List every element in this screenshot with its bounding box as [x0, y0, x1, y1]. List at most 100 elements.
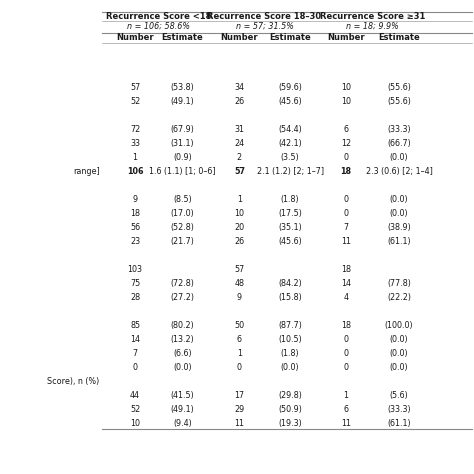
Text: 10: 10 [130, 419, 140, 428]
Text: 0: 0 [344, 349, 348, 357]
Text: (49.1): (49.1) [171, 97, 194, 106]
Text: (19.3): (19.3) [278, 419, 302, 428]
Text: 7: 7 [344, 223, 348, 232]
Text: 24: 24 [234, 139, 245, 148]
Text: n = 18; 9.9%: n = 18; 9.9% [346, 22, 399, 30]
Text: 20: 20 [234, 223, 245, 232]
Text: (55.6): (55.6) [387, 83, 411, 92]
Text: (35.1): (35.1) [278, 223, 302, 232]
Text: 50: 50 [234, 321, 245, 329]
Text: 31: 31 [234, 125, 245, 134]
Text: (22.2): (22.2) [387, 293, 411, 301]
Text: (100.0): (100.0) [385, 321, 413, 329]
Text: (50.9): (50.9) [278, 405, 302, 413]
Text: (61.1): (61.1) [387, 237, 411, 246]
Text: 9: 9 [237, 293, 242, 301]
Text: 18: 18 [341, 321, 351, 329]
Text: (77.8): (77.8) [387, 279, 411, 288]
Text: 26: 26 [234, 237, 245, 246]
Text: Recurrence Score 18–30: Recurrence Score 18–30 [208, 12, 321, 21]
Text: (59.6): (59.6) [278, 83, 302, 92]
Text: 57: 57 [234, 167, 245, 176]
Text: 6: 6 [237, 335, 242, 344]
Text: (0.0): (0.0) [390, 349, 409, 357]
Text: (80.2): (80.2) [171, 321, 194, 329]
Text: 57: 57 [130, 83, 140, 92]
Text: Recurrence Score <18: Recurrence Score <18 [106, 12, 211, 21]
Text: (5.6): (5.6) [390, 391, 409, 400]
Text: (72.8): (72.8) [171, 279, 194, 288]
Text: 4: 4 [344, 293, 348, 301]
Text: 52: 52 [130, 97, 140, 106]
Text: 2.1 (1.2) [2; 1–7]: 2.1 (1.2) [2; 1–7] [256, 167, 324, 176]
Text: 18: 18 [341, 265, 351, 273]
Text: (87.7): (87.7) [278, 321, 302, 329]
Text: 0: 0 [344, 363, 348, 372]
Text: n = 106; 58.6%: n = 106; 58.6% [128, 22, 190, 30]
Text: 75: 75 [130, 279, 140, 288]
Text: (61.1): (61.1) [387, 419, 411, 428]
Text: Number: Number [327, 34, 365, 42]
Text: 56: 56 [130, 223, 140, 232]
Text: 29: 29 [234, 405, 245, 413]
Text: (66.7): (66.7) [387, 139, 411, 148]
Text: (0.0): (0.0) [173, 363, 192, 372]
Text: 28: 28 [130, 293, 140, 301]
Text: (0.0): (0.0) [390, 209, 409, 218]
Text: 1: 1 [237, 349, 242, 357]
Text: 34: 34 [234, 83, 245, 92]
Text: 1: 1 [133, 153, 137, 162]
Text: (54.4): (54.4) [278, 125, 302, 134]
Text: (17.0): (17.0) [171, 209, 194, 218]
Text: 10: 10 [341, 97, 351, 106]
Text: (33.3): (33.3) [387, 405, 411, 413]
Text: (1.8): (1.8) [281, 195, 300, 204]
Text: (38.9): (38.9) [387, 223, 411, 232]
Text: (15.8): (15.8) [278, 293, 302, 301]
Text: 1: 1 [344, 391, 348, 400]
Text: (53.8): (53.8) [171, 83, 194, 92]
Text: 11: 11 [341, 419, 351, 428]
Text: 7: 7 [133, 349, 137, 357]
Text: (13.2): (13.2) [171, 335, 194, 344]
Text: (0.0): (0.0) [390, 335, 409, 344]
Text: 0: 0 [344, 209, 348, 218]
Text: (0.9): (0.9) [173, 153, 192, 162]
Text: (21.7): (21.7) [171, 237, 194, 246]
Text: 14: 14 [341, 279, 351, 288]
Text: 1.6 (1.1) [1; 0–6]: 1.6 (1.1) [1; 0–6] [149, 167, 216, 176]
Text: 103: 103 [128, 265, 143, 273]
Text: 2: 2 [237, 153, 242, 162]
Text: 6: 6 [344, 125, 348, 134]
Text: (45.6): (45.6) [278, 237, 302, 246]
Text: (3.5): (3.5) [281, 153, 300, 162]
Text: (41.5): (41.5) [171, 391, 194, 400]
Text: 57: 57 [234, 265, 245, 273]
Text: Recurrence Score ≥31: Recurrence Score ≥31 [320, 12, 425, 21]
Text: (55.6): (55.6) [387, 97, 411, 106]
Text: 2.3 (0.6) [2; 1–4]: 2.3 (0.6) [2; 1–4] [365, 167, 433, 176]
Text: 106: 106 [127, 167, 143, 176]
Text: 72: 72 [130, 125, 140, 134]
Text: (45.6): (45.6) [278, 97, 302, 106]
Text: 10: 10 [341, 83, 351, 92]
Text: 1: 1 [237, 195, 242, 204]
Text: (0.0): (0.0) [390, 363, 409, 372]
Text: Number: Number [116, 34, 154, 42]
Text: Estimate: Estimate [269, 34, 311, 42]
Text: (29.8): (29.8) [278, 391, 302, 400]
Text: 85: 85 [130, 321, 140, 329]
Text: (31.1): (31.1) [171, 139, 194, 148]
Text: (17.5): (17.5) [278, 209, 302, 218]
Text: Estimate: Estimate [162, 34, 203, 42]
Text: 0: 0 [133, 363, 137, 372]
Text: 9: 9 [133, 195, 137, 204]
Text: (0.0): (0.0) [390, 195, 409, 204]
Text: range]: range] [73, 167, 100, 176]
Text: 33: 33 [130, 139, 140, 148]
Text: (49.1): (49.1) [171, 405, 194, 413]
Text: (27.2): (27.2) [171, 293, 194, 301]
Text: (0.0): (0.0) [281, 363, 300, 372]
Text: 52: 52 [130, 405, 140, 413]
Text: 23: 23 [130, 237, 140, 246]
